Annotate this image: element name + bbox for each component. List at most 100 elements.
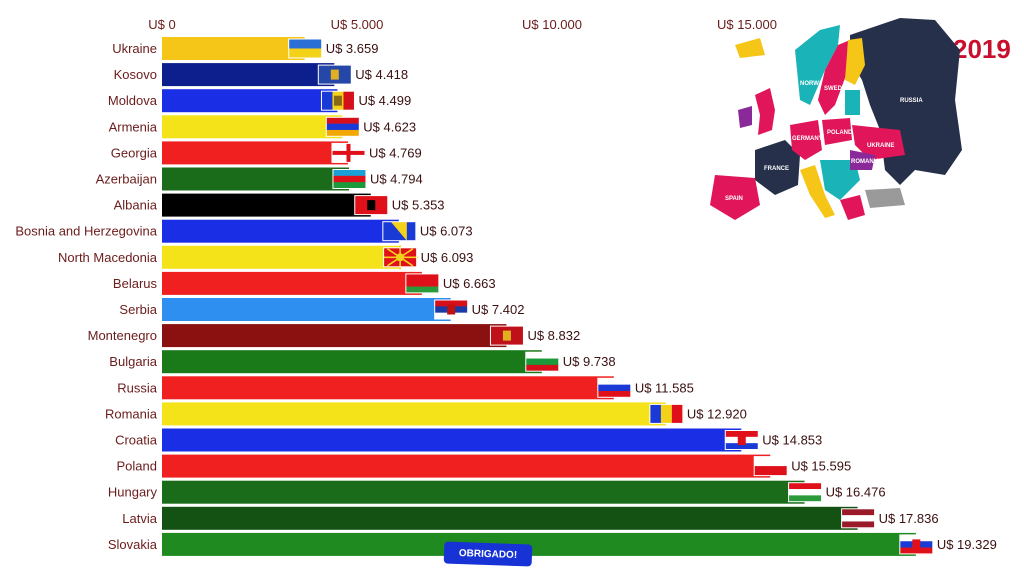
- thanks-banner: OBRIGADO!: [443, 541, 533, 567]
- map-germany: [790, 120, 822, 160]
- europe-map: RUSSIA NORWAY SWEDEN FRANCE SPAIN GERMAN…: [710, 18, 962, 220]
- map-label-france: FRANCE: [764, 166, 789, 172]
- value-label: U$ 16.476: [826, 485, 886, 500]
- category-label: Hungary: [108, 485, 158, 500]
- bulgaria-flag: [525, 351, 560, 372]
- category-label: Bosnia and Herzegovina: [15, 224, 157, 239]
- category-label: Armenia: [109, 119, 158, 134]
- value-label: U$ 6.663: [443, 276, 496, 291]
- value-label: U$ 11.585: [635, 380, 694, 395]
- map-iceland: [735, 38, 765, 58]
- value-label: U$ 5.353: [392, 198, 445, 213]
- croatia-flag: [724, 430, 759, 450]
- value-label: U$ 8.832: [527, 328, 580, 343]
- value-label: U$ 12.920: [687, 406, 747, 421]
- belarus-flag: [405, 273, 440, 294]
- bar: [162, 115, 343, 139]
- category-label: Ukraine: [112, 41, 157, 56]
- value-label: U$ 4.623: [363, 119, 416, 134]
- map-turkey: [865, 188, 905, 208]
- montenegro-flag: [489, 325, 524, 346]
- map-russia: [850, 18, 962, 185]
- category-label: Kosovo: [114, 67, 157, 82]
- category-label: Belarus: [113, 276, 158, 291]
- category-label: Albania: [114, 198, 158, 213]
- map-sweden: [818, 40, 850, 115]
- bar: [162, 219, 399, 243]
- albania-flag: [354, 195, 389, 216]
- category-label: Moldova: [108, 93, 158, 108]
- map-italy: [800, 165, 835, 218]
- value-label: U$ 4.794: [370, 172, 423, 187]
- bar: [162, 532, 916, 556]
- bar: [162, 37, 305, 60]
- map-label-poland: POLAND: [827, 130, 853, 136]
- category-label: Georgia: [111, 145, 158, 160]
- map-poland: [822, 118, 852, 145]
- hungary-flag: [788, 482, 823, 503]
- map-label-norway: NORWAY: [800, 81, 826, 87]
- map-finland: [845, 38, 865, 85]
- bar: [162, 324, 507, 348]
- category-label: Latvia: [122, 511, 157, 526]
- category-label: Russia: [117, 380, 158, 395]
- slovakia-flag: [899, 534, 934, 555]
- kosovo-flag: [317, 64, 352, 85]
- azerbaijan-flag: [332, 169, 367, 189]
- category-label: Romania: [105, 406, 158, 421]
- poland-flag: [753, 456, 788, 477]
- map-uk: [755, 88, 775, 135]
- bar: [162, 428, 742, 452]
- bar: [162, 350, 542, 374]
- category-label: Bulgaria: [109, 354, 157, 369]
- category-label: Slovakia: [108, 537, 158, 552]
- x-tick-label: U$ 0: [148, 17, 175, 32]
- bar: [162, 63, 335, 87]
- value-label: U$ 4.499: [358, 93, 411, 108]
- value-label: U$ 3.659: [326, 41, 379, 56]
- bar: [162, 454, 771, 478]
- value-label: U$ 7.402: [472, 302, 525, 317]
- map-spain: [710, 175, 760, 220]
- value-label: U$ 6.093: [421, 250, 474, 265]
- map-norway: [795, 25, 840, 105]
- north-macedonia-flag: [382, 245, 419, 270]
- value-label: U$ 4.769: [369, 145, 422, 160]
- bar: [162, 298, 451, 321]
- x-axis-ticks: U$ 0 U$ 5.000 U$ 10.000 U$ 15.000: [148, 17, 777, 32]
- category-label: Azerbaijan: [96, 172, 157, 187]
- map-label-sweden: SWEDEN: [824, 86, 850, 92]
- value-label: U$ 4.418: [355, 67, 408, 82]
- category-label: Poland: [117, 459, 157, 474]
- map-baltics: [845, 90, 860, 115]
- value-label: U$ 6.073: [420, 224, 473, 239]
- year-title: 2019: [953, 34, 1011, 64]
- value-label: U$ 15.595: [791, 459, 851, 474]
- bar: [162, 89, 338, 113]
- russia-flag: [597, 377, 632, 398]
- value-label: U$ 19.329: [937, 537, 997, 552]
- moldova-flag: [320, 90, 355, 111]
- map-ireland: [738, 106, 752, 128]
- bar: [162, 506, 858, 530]
- category-label: Serbia: [119, 302, 157, 317]
- bar: [162, 167, 349, 191]
- ukraine-flag: [288, 38, 323, 59]
- georgia-flag: [331, 142, 366, 163]
- category-label: Croatia: [115, 433, 158, 448]
- romania-flag: [649, 403, 684, 424]
- value-label: U$ 14.853: [762, 433, 822, 448]
- serbia-flag: [434, 299, 469, 320]
- value-label: U$ 9.738: [563, 354, 616, 369]
- map-france: [755, 140, 800, 195]
- bosnia-flag: [382, 221, 417, 242]
- map-label-germany: GERMANY: [792, 136, 823, 142]
- value-label: U$ 17.836: [879, 511, 939, 526]
- category-label: North Macedonia: [58, 250, 158, 265]
- bar: [162, 141, 348, 165]
- x-tick-label: U$ 10.000: [522, 17, 582, 32]
- x-tick-label: U$ 15.000: [717, 17, 777, 32]
- bars: Ukraine U$ 3.659 Kosovo U$ 4.418 Moldova U$ 4…: [15, 37, 997, 556]
- x-tick-label: U$ 5.000: [331, 17, 384, 32]
